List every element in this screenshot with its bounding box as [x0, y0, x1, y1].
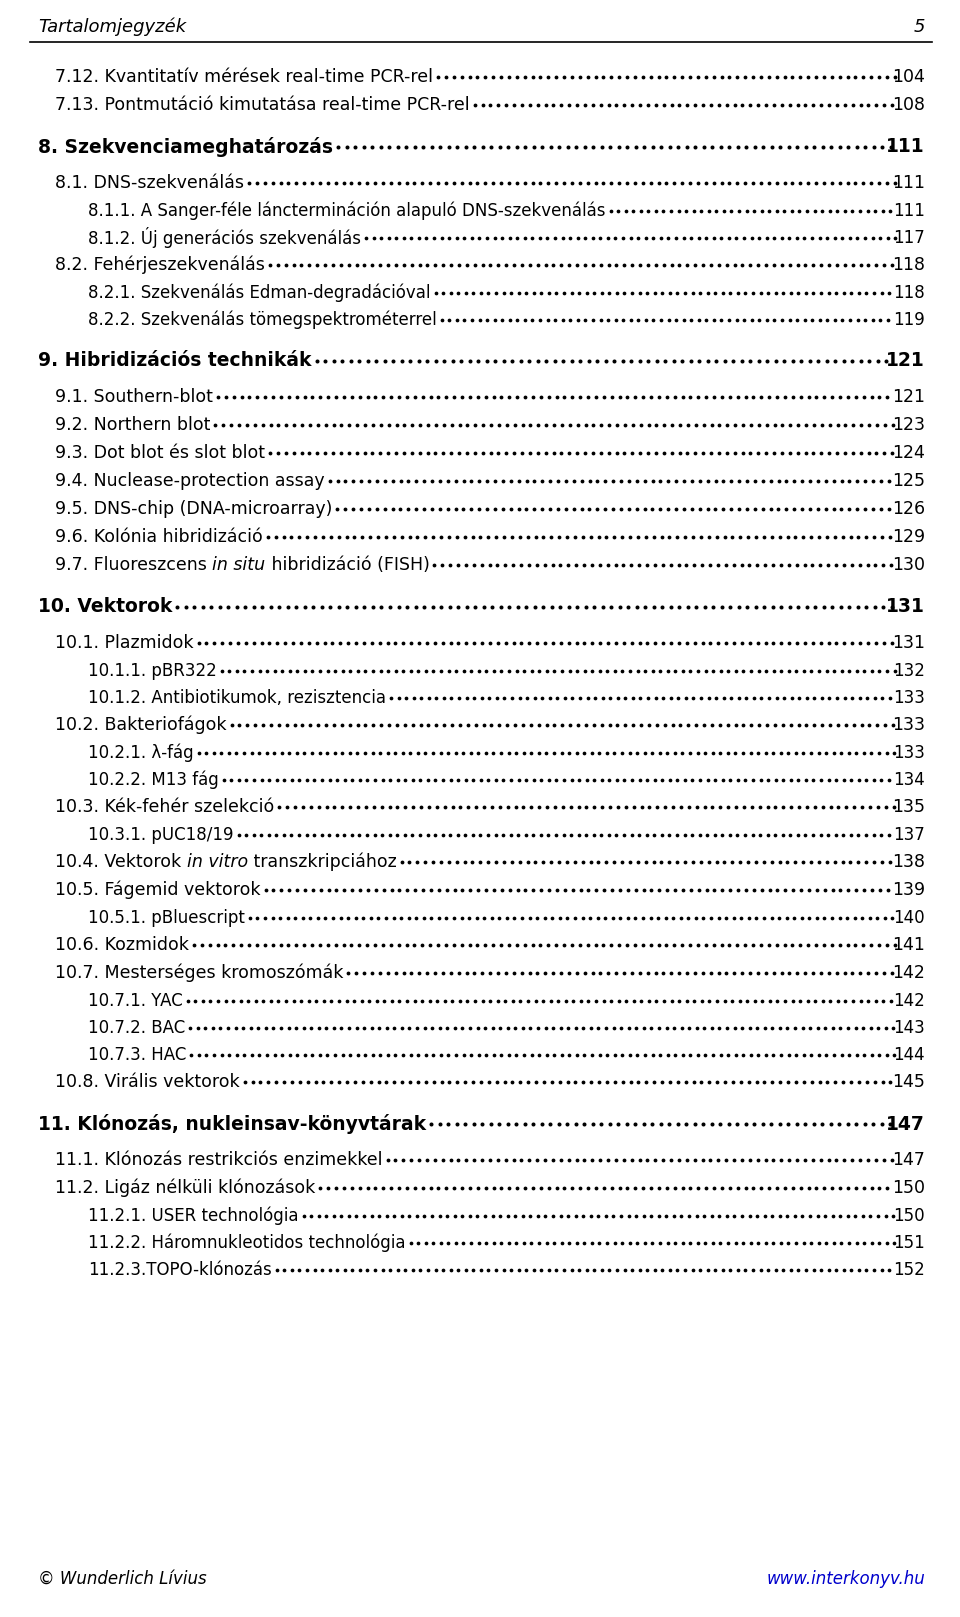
Text: 10.3.1. pUC18/19: 10.3.1. pUC18/19 [88, 826, 233, 844]
Text: 7.12. Kvantitatív mérések real-time PCR-rel: 7.12. Kvantitatív mérések real-time PCR-… [55, 68, 433, 86]
Text: 8.1.2. Új generációs szekvenálás: 8.1.2. Új generációs szekvenálás [88, 228, 361, 249]
Text: 147: 147 [886, 1114, 925, 1134]
Text: 8.2.2. Szekvenálás tömegspektrométerrel: 8.2.2. Szekvenálás tömegspektrométerrel [88, 310, 437, 330]
Text: 125: 125 [892, 472, 925, 490]
Text: 9.3. Dot blot és slot blot: 9.3. Dot blot és slot blot [55, 445, 265, 462]
Text: 139: 139 [892, 881, 925, 899]
Text: 104: 104 [892, 68, 925, 86]
Text: 5: 5 [914, 18, 925, 36]
Text: 137: 137 [893, 826, 925, 844]
Text: 10.7.3. HAC: 10.7.3. HAC [88, 1046, 186, 1064]
Text: 9.2. Northern blot: 9.2. Northern blot [55, 416, 210, 433]
Text: 131: 131 [886, 598, 925, 616]
Text: 11.2.3.TOPO-klónozás: 11.2.3.TOPO-klónozás [88, 1261, 272, 1279]
Text: 152: 152 [893, 1261, 925, 1279]
Text: 131: 131 [892, 634, 925, 652]
Text: 9.4. Nuclease-protection assay: 9.4. Nuclease-protection assay [55, 472, 324, 490]
Text: © Wunderlich Lívius: © Wunderlich Lívius [38, 1570, 206, 1588]
Text: 9. Hibridizációs technikák: 9. Hibridizációs technikák [38, 351, 311, 370]
Text: 9.7. Fluoreszcens: 9.7. Fluoreszcens [55, 556, 212, 574]
Text: 10.4. Vektorok: 10.4. Vektorok [55, 854, 186, 872]
Text: 142: 142 [893, 991, 925, 1011]
Text: 9.1. Southern-blot: 9.1. Southern-blot [55, 388, 213, 406]
Text: 8. Szekvenciameghatározás: 8. Szekvenciameghatározás [38, 137, 333, 157]
Text: 11.2. Ligáz nélküli klónozások: 11.2. Ligáz nélküli klónozások [55, 1179, 315, 1197]
Text: 124: 124 [892, 445, 925, 462]
Text: 135: 135 [892, 799, 925, 817]
Text: transzkripciához: transzkripciához [248, 852, 396, 872]
Text: 145: 145 [892, 1074, 925, 1091]
Text: www.interkonyv.hu: www.interkonyv.hu [766, 1570, 925, 1588]
Text: 121: 121 [886, 351, 925, 370]
Text: 10. Vektorok: 10. Vektorok [38, 598, 173, 616]
Text: 147: 147 [892, 1151, 925, 1169]
Text: 138: 138 [892, 854, 925, 872]
Text: 129: 129 [892, 529, 925, 547]
Text: 10.7.2. BAC: 10.7.2. BAC [88, 1019, 185, 1036]
Text: 108: 108 [892, 95, 925, 115]
Text: 143: 143 [893, 1019, 925, 1036]
Text: 111: 111 [886, 137, 925, 157]
Text: 151: 151 [893, 1234, 925, 1252]
Text: 10.2. Bakteriofágok: 10.2. Bakteriofágok [55, 716, 227, 734]
Text: 133: 133 [893, 744, 925, 762]
Text: 8.1.1. A Sanger-féle lánctermináción alapuló DNS-szekvenálás: 8.1.1. A Sanger-féle lánctermináción ala… [88, 202, 606, 220]
Text: 123: 123 [892, 416, 925, 433]
Text: Tartalomjegyzék: Tartalomjegyzék [38, 18, 186, 36]
Text: 144: 144 [894, 1046, 925, 1064]
Text: 150: 150 [894, 1206, 925, 1226]
Text: 10.5.1. pBluescript: 10.5.1. pBluescript [88, 909, 245, 927]
Text: 134: 134 [893, 771, 925, 789]
Text: 133: 133 [893, 689, 925, 707]
Text: 117: 117 [893, 230, 925, 247]
Text: 10.1.1. pBR322: 10.1.1. pBR322 [88, 661, 217, 681]
Text: hibridizáció (FISH): hibridizáció (FISH) [266, 556, 429, 574]
Text: 111: 111 [892, 175, 925, 192]
Text: 10.1.2. Antibiotikumok, rezisztencia: 10.1.2. Antibiotikumok, rezisztencia [88, 689, 386, 707]
Text: 11. Klónozás, nukleinsav-könyvtárak: 11. Klónozás, nukleinsav-könyvtárak [38, 1114, 426, 1134]
Text: 10.2.2. M13 fág: 10.2.2. M13 fág [88, 771, 219, 789]
Text: 8.2. Fehérjeszekvenálás: 8.2. Fehérjeszekvenálás [55, 255, 265, 275]
Text: 11.1. Klónozás restrikciós enzimekkel: 11.1. Klónozás restrikciós enzimekkel [55, 1151, 382, 1169]
Text: 10.1. Plazmidok: 10.1. Plazmidok [55, 634, 194, 652]
Text: 141: 141 [892, 936, 925, 954]
Text: 8.2.1. Szekvenálás Edman-degradációval: 8.2.1. Szekvenálás Edman-degradációval [88, 283, 430, 302]
Text: 9.5. DNS-chip (DNA-microarray): 9.5. DNS-chip (DNA-microarray) [55, 500, 332, 517]
Text: 10.5. Fágemid vektorok: 10.5. Fágemid vektorok [55, 881, 260, 899]
Text: 118: 118 [893, 285, 925, 302]
Text: 121: 121 [892, 388, 925, 406]
Text: 11.2.2. Háromnukleotidos technológia: 11.2.2. Háromnukleotidos technológia [88, 1234, 405, 1252]
Text: 7.13. Pontmutáció kimutatása real-time PCR-rel: 7.13. Pontmutáció kimutatása real-time P… [55, 95, 469, 115]
Text: 118: 118 [892, 255, 925, 273]
Text: in vitro: in vitro [186, 854, 248, 872]
Text: 133: 133 [892, 716, 925, 734]
Text: 11.2.1. USER technológia: 11.2.1. USER technológia [88, 1206, 299, 1226]
Text: 8.1. DNS-szekvenálás: 8.1. DNS-szekvenálás [55, 175, 244, 192]
Text: 142: 142 [892, 964, 925, 982]
Text: 132: 132 [893, 661, 925, 681]
Text: in situ: in situ [212, 556, 266, 574]
Text: 10.8. Virális vektorok: 10.8. Virális vektorok [55, 1074, 240, 1091]
Text: 111: 111 [893, 202, 925, 220]
Text: 130: 130 [892, 556, 925, 574]
Text: 10.2.1. λ-fág: 10.2.1. λ-fág [88, 744, 194, 762]
Text: 140: 140 [894, 909, 925, 927]
Text: 10.7.1. YAC: 10.7.1. YAC [88, 991, 182, 1011]
Text: 10.7. Mesterséges kromoszómák: 10.7. Mesterséges kromoszómák [55, 964, 344, 982]
Text: 150: 150 [892, 1179, 925, 1197]
Text: 9.6. Kolónia hibridizáció: 9.6. Kolónia hibridizáció [55, 529, 263, 547]
Text: 10.6. Kozmidok: 10.6. Kozmidok [55, 936, 189, 954]
Text: 10.3. Kék-fehér szelekció: 10.3. Kék-fehér szelekció [55, 799, 275, 817]
Text: 119: 119 [893, 310, 925, 328]
Text: 126: 126 [892, 500, 925, 517]
